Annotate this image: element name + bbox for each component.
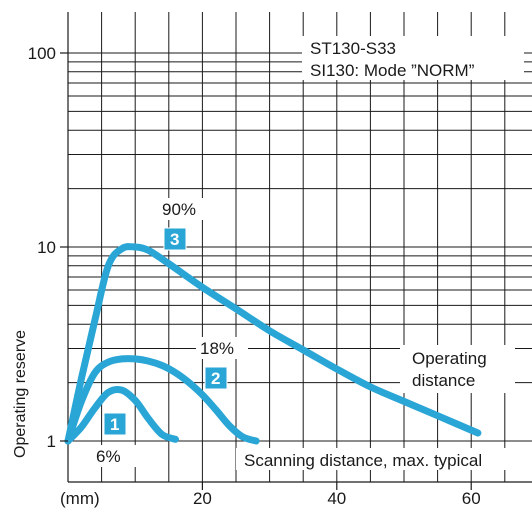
series-3-badge: [163, 227, 187, 251]
y-tick-label: 10: [37, 238, 56, 257]
legend-background: [302, 36, 524, 80]
x-tick-label: 20: [193, 489, 212, 508]
operating-label-line-2: distance: [412, 371, 475, 390]
legend-line-1: ST130-S33: [310, 39, 396, 58]
series-2-label-background: [196, 337, 248, 359]
curves: [64, 243, 482, 445]
series-1-badge: [103, 412, 127, 436]
series-1-percent-label: 6%: [96, 447, 121, 466]
series-line-3: [64, 243, 482, 445]
scanning-label-background: [236, 448, 528, 470]
series-2-percent-label: 18%: [200, 339, 234, 358]
y-axis-label: Operating reserve: [12, 330, 29, 458]
y-tick-label: 1: [47, 432, 56, 451]
series-1-label-background: [92, 445, 136, 467]
x-tick-label: 60: [462, 489, 481, 508]
series-line-1: [64, 385, 179, 445]
operating-label-line-1: Operating: [412, 349, 487, 368]
series-3-badge-number: 3: [170, 230, 179, 249]
scanning-label: Scanning distance, max. typical: [244, 451, 482, 470]
grid: [68, 12, 532, 482]
series-3-label-background: [158, 198, 210, 220]
series-2-badge: [204, 366, 228, 390]
series-3-percent-label: 90%: [162, 200, 196, 219]
series-line-2: [64, 355, 260, 445]
y-tick-label: 100: [28, 44, 56, 63]
series-1-badge-number: 1: [110, 415, 119, 434]
series-2-badge-number: 2: [211, 369, 220, 388]
operating-label-background: [400, 345, 515, 393]
legend-line-2: SI130: Mode ”NORM”: [310, 61, 475, 80]
x-axis-label: (mm): [60, 489, 100, 508]
tick-labels: 1 10 100 20 40 60: [28, 44, 481, 508]
x-tick-label: 40: [327, 489, 346, 508]
